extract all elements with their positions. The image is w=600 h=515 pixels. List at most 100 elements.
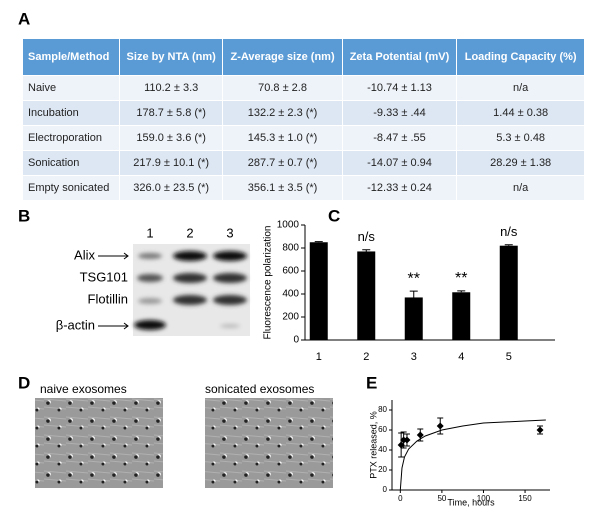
cell: 1.44 ± 0.38 bbox=[457, 101, 584, 125]
row: Naive 110.2 ± 3.3 70.8 ± 2.8 -10.74 ± 1.13 n… bbox=[23, 76, 584, 100]
cell: 70.8 ± 2.8 bbox=[223, 76, 342, 100]
error-bar bbox=[362, 249, 371, 252]
cell: 356.1 ± 3.5 (*) bbox=[223, 176, 342, 200]
panel-label: B bbox=[18, 206, 30, 225]
point bbox=[536, 426, 544, 434]
y-tick-label: 40 bbox=[378, 445, 387, 454]
bar bbox=[309, 242, 328, 340]
afm-image bbox=[35, 398, 163, 488]
cell: -10.74 ± 1.13 bbox=[342, 76, 457, 100]
point bbox=[403, 436, 411, 444]
y-tick-label: 80 bbox=[378, 405, 387, 414]
cell: -9.33 ± .44 bbox=[342, 101, 457, 125]
annotation: ** bbox=[455, 270, 467, 287]
cell: n/a bbox=[457, 176, 584, 200]
cell: 287.7 ± 0.7 (*) bbox=[223, 151, 342, 175]
protein-label: TSG101 bbox=[80, 269, 128, 284]
header-cell: Size by NTA (nm) bbox=[119, 39, 223, 75]
y-tick-label: 20 bbox=[378, 465, 387, 474]
cell: Incubation bbox=[23, 101, 119, 125]
annotation: n/s bbox=[500, 224, 518, 239]
cell: 145.3 ± 1.0 (*) bbox=[223, 126, 342, 150]
lane-label: 1 bbox=[146, 225, 153, 240]
y-tick-label: 60 bbox=[378, 425, 387, 434]
x-tick-label: 1 bbox=[316, 351, 322, 363]
x-tick-label: 4 bbox=[458, 351, 464, 363]
cell: -12.33 ± 0.24 bbox=[342, 176, 457, 200]
cell: n/a bbox=[457, 76, 584, 100]
panel-label: A bbox=[18, 9, 30, 28]
header-cell: Z-Average size (nm) bbox=[223, 39, 342, 75]
row: Electroporation 159.0 ± 3.6 (*) 145.3 ± 1.… bbox=[23, 126, 584, 150]
y-tick-label: 800 bbox=[282, 243, 299, 254]
y-axis-label: PTX released, % bbox=[368, 411, 378, 479]
error-bar bbox=[504, 244, 513, 246]
point bbox=[436, 422, 444, 430]
point bbox=[397, 441, 405, 449]
header-cell: Zeta Potential (mV) bbox=[342, 39, 457, 75]
y-tick-label: 1000 bbox=[277, 220, 300, 231]
error-bar bbox=[314, 241, 323, 243]
cell: Sonication bbox=[23, 151, 119, 175]
cell: -8.47 ± .55 bbox=[342, 126, 457, 150]
bar bbox=[404, 297, 423, 340]
lane-label: 3 bbox=[226, 225, 233, 240]
cell: -14.07 ± 0.94 bbox=[342, 151, 457, 175]
cell: 132.2 ± 2.3 (*) bbox=[223, 101, 342, 125]
panel-label: D bbox=[18, 373, 30, 392]
x-axis-label: Time, hours bbox=[447, 497, 495, 507]
bands bbox=[134, 251, 247, 330]
annotation: ** bbox=[408, 270, 420, 287]
y-tick-label: 600 bbox=[282, 266, 299, 277]
cell: 326.0 ± 23.5 (*) bbox=[119, 176, 223, 200]
afm-label: sonicated exosomes bbox=[205, 382, 314, 396]
cell: 178.7 ± 5.8 (*) bbox=[119, 101, 223, 125]
x-tick-label: 2 bbox=[363, 351, 369, 363]
x-tick-label: 100 bbox=[477, 494, 491, 503]
cell: 159.0 ± 3.6 (*) bbox=[119, 126, 223, 150]
lane-label: 2 bbox=[186, 225, 193, 240]
x-tick-label: 50 bbox=[437, 494, 446, 503]
cell: Empty sonicated bbox=[23, 176, 119, 200]
cell: 5.3 ± 0.48 bbox=[457, 126, 584, 150]
header-cell: Sample/Method bbox=[23, 39, 119, 75]
data-table: Sample/Method Size by NTA (nm) Z-Average s… bbox=[22, 38, 585, 201]
y-axis-label: Fluorescence polarization bbox=[263, 226, 274, 340]
protein-label: β-actin bbox=[56, 317, 95, 332]
row: Empty sonicated 326.0 ± 23.5 (*) 356.1 ± 3… bbox=[23, 176, 584, 200]
y-tick-label: 0 bbox=[383, 485, 388, 494]
y-tick-label: 400 bbox=[282, 289, 299, 300]
cell: 28.29 ± 1.38 bbox=[457, 151, 584, 175]
cell: 110.2 ± 3.3 bbox=[119, 76, 223, 100]
error-bar bbox=[457, 290, 466, 293]
protein-label: Flotillin bbox=[88, 291, 128, 306]
cell: Naive bbox=[23, 76, 119, 100]
y-tick-label: 0 bbox=[293, 335, 299, 346]
point bbox=[416, 431, 424, 439]
row: Sonication 217.9 ± 10.1 (*) 287.7 ± 0.7 (*… bbox=[23, 151, 584, 175]
y-tick-label: 200 bbox=[282, 312, 299, 323]
header-row: Sample/Method Size by NTA (nm) Z-Average s… bbox=[23, 39, 584, 75]
header-cell: Loading Capacity (%) bbox=[457, 39, 584, 75]
x-tick-label: 0 bbox=[398, 494, 403, 503]
x-tick-label: 150 bbox=[518, 494, 532, 503]
afm-image bbox=[205, 398, 333, 488]
bar bbox=[452, 292, 471, 340]
row: Incubation 178.7 ± 5.8 (*) 132.2 ± 2.3 (*)… bbox=[23, 101, 584, 125]
cell: Electroporation bbox=[23, 126, 119, 150]
fit-line bbox=[399, 419, 546, 491]
cell: 217.9 ± 10.1 (*) bbox=[119, 151, 223, 175]
error-bar bbox=[409, 290, 418, 298]
x-tick-label: 5 bbox=[506, 351, 512, 363]
x-tick-label: 3 bbox=[411, 351, 417, 363]
blot bbox=[98, 244, 250, 336]
bar bbox=[357, 251, 376, 340]
panel-label: E bbox=[366, 373, 377, 392]
annotation: n/s bbox=[358, 229, 376, 244]
panel-label: C bbox=[328, 206, 340, 225]
bar bbox=[499, 245, 518, 340]
afm-label: naive exosomes bbox=[40, 382, 127, 396]
protein-label: Alix bbox=[74, 247, 95, 262]
